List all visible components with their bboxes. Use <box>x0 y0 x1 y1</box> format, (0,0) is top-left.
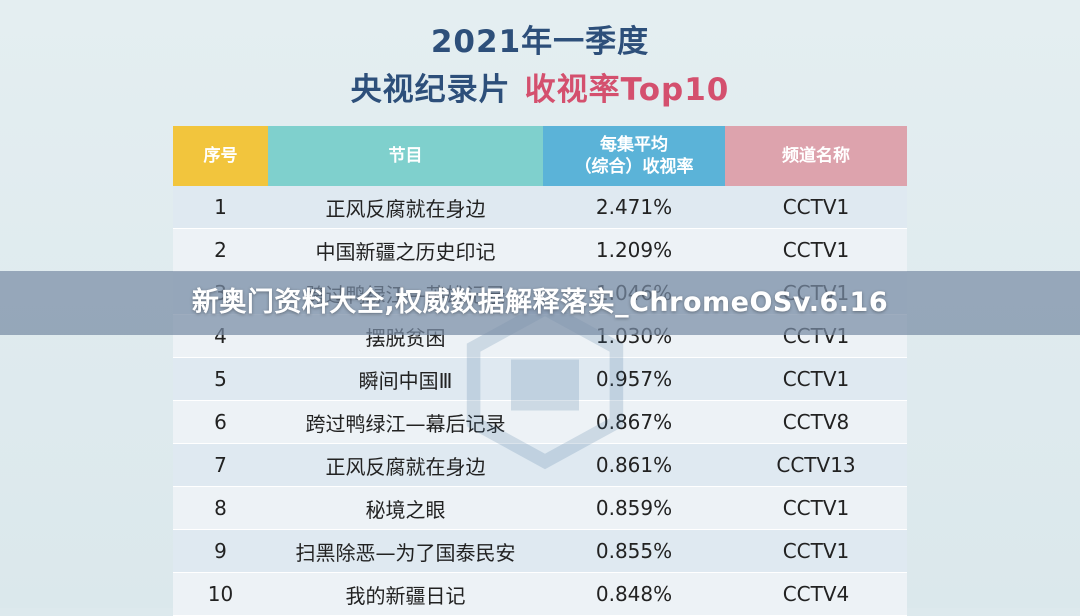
cell-rating: 0.867% <box>543 400 725 444</box>
table-row: 10 我的新疆日记 0.848% CCTV4 <box>173 572 907 616</box>
table-row: 7 正风反腐就在身边 0.861% CCTV13 <box>173 443 907 487</box>
watermark-logo-icon <box>466 300 624 470</box>
cell-program: 正风反腐就在身边 <box>268 443 543 487</box>
cell-channel: CCTV1 <box>725 529 907 573</box>
table-header-row: 序号 节目 每集平均 （综合）收视率 频道名称 <box>173 126 907 186</box>
cell-rank: 7 <box>173 443 268 487</box>
cell-rank: 2 <box>173 228 268 272</box>
cell-channel: CCTV8 <box>725 400 907 444</box>
cell-rating: 0.848% <box>543 572 725 616</box>
cell-program: 秘境之眼 <box>268 486 543 530</box>
cell-rating: 0.859% <box>543 486 725 530</box>
table-row: 6 跨过鸭绿江—幕后记录 0.867% CCTV8 <box>173 400 907 444</box>
table-row: 5 瞬间中国Ⅲ 0.957% CCTV1 <box>173 357 907 401</box>
cell-rating: 2.471% <box>543 186 725 229</box>
cell-channel: CCTV1 <box>725 357 907 401</box>
cell-rating: 1.209% <box>543 228 725 272</box>
column-header-rank: 序号 <box>173 126 268 186</box>
table-row: 2 中国新疆之历史印记 1.209% CCTV1 <box>173 228 907 272</box>
cell-program: 我的新疆日记 <box>268 572 543 616</box>
table-row: 1 正风反腐就在身边 2.471% CCTV1 <box>173 186 907 229</box>
cell-rating: 0.855% <box>543 529 725 573</box>
cell-rank: 8 <box>173 486 268 530</box>
cell-channel: CCTV4 <box>725 572 907 616</box>
cell-program: 正风反腐就在身边 <box>268 186 543 229</box>
cell-rating: 0.861% <box>543 443 725 487</box>
cell-channel: CCTV1 <box>725 486 907 530</box>
table-row: 9 扫黑除恶—为了国泰民安 0.855% CCTV1 <box>173 529 907 573</box>
page-title: 2021年一季度 <box>430 24 650 60</box>
column-header-rating-line2: （综合）收视率 <box>574 157 694 177</box>
cell-program: 瞬间中国Ⅲ <box>268 357 543 401</box>
column-header-program: 节目 <box>268 126 543 186</box>
cell-rank: 9 <box>173 529 268 573</box>
column-header-rating-line1: 每集平均 <box>600 134 668 155</box>
cell-rank: 10 <box>173 572 268 616</box>
subtitle-category: 央视纪录片 <box>350 72 511 108</box>
cell-rank: 1 <box>173 186 268 229</box>
table-row: 8 秘境之眼 0.859% CCTV1 <box>173 486 907 530</box>
cell-channel: CCTV13 <box>725 443 907 487</box>
cell-rating: 0.957% <box>543 357 725 401</box>
cell-program: 扫黑除恶—为了国泰民安 <box>268 529 543 573</box>
overlay-banner: 新奥门资料大全,权威数据解释落实_ChromeOSv.6.16 <box>0 271 1080 335</box>
banner-text: 新奥门资料大全,权威数据解释落实_ChromeOSv.6.16 <box>191 287 889 318</box>
cell-channel: CCTV1 <box>725 186 907 229</box>
column-header-channel: 频道名称 <box>725 126 907 186</box>
cell-rank: 6 <box>173 400 268 444</box>
page-subtitle: 央视纪录片 收视率Top10 <box>0 64 1080 109</box>
cell-channel: CCTV1 <box>725 228 907 272</box>
cell-program: 中国新疆之历史印记 <box>268 228 543 272</box>
subtitle-ranking: 收视率Top10 <box>524 72 730 108</box>
column-header-rating: 每集平均 （综合）收视率 <box>543 126 725 186</box>
cell-rank: 5 <box>173 357 268 401</box>
cell-program: 跨过鸭绿江—幕后记录 <box>268 400 543 444</box>
